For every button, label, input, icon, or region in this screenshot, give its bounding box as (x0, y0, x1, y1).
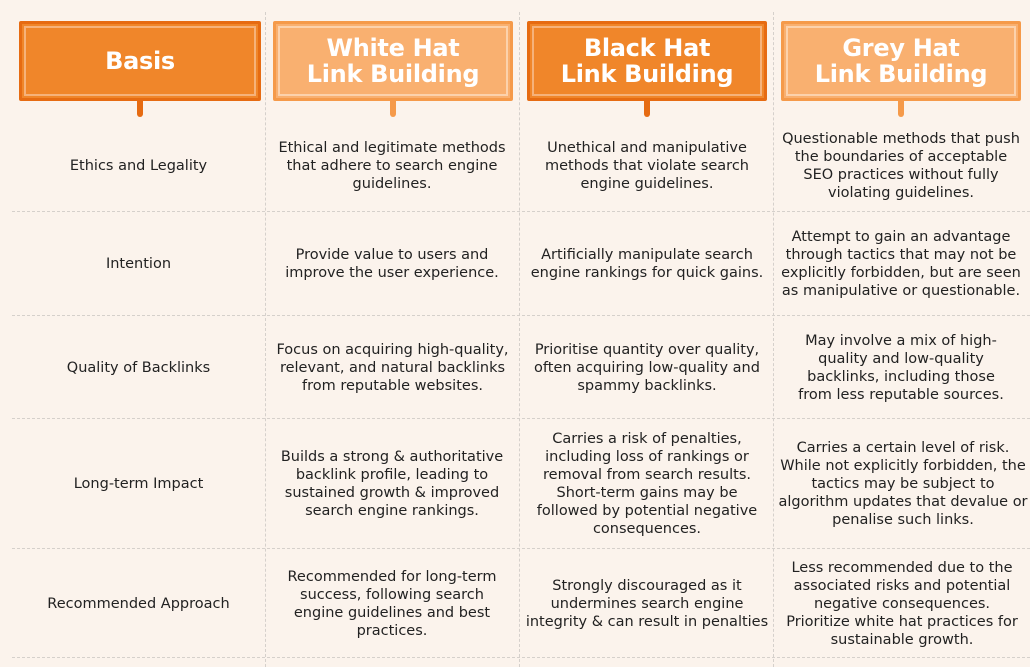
header-grey-hat-title: Grey Hat Link Building (814, 34, 988, 88)
row-divider (12, 657, 1030, 658)
row-longterm-white: Builds a strong & authoritative backlink… (280, 449, 504, 519)
row-intention-basis: Intention (105, 256, 172, 272)
header-stem (137, 100, 143, 117)
row-recommended-black: Strongly discouraged as it undermines se… (525, 577, 769, 630)
header-black-hat: Black Hat Link Building (527, 21, 767, 101)
row-quality-basis: Quality of Backlinks (66, 359, 211, 376)
header-stem (390, 100, 396, 117)
column-divider (773, 12, 774, 667)
row-divider (12, 315, 1030, 316)
header-basis: Basis (19, 21, 261, 101)
row-longterm-black: Carries a risk of penalties, including l… (536, 431, 758, 537)
header-stem (644, 100, 650, 117)
row-ethics-grey: Questionable methods that push the bound… (782, 130, 1020, 201)
header-white-hat-title: White Hat Link Building (306, 34, 480, 88)
row-intention-white: Provide value to users and improve the u… (285, 247, 499, 281)
row-intention-black: Artificially manipulate search engine ra… (530, 247, 764, 281)
row-quality-grey: May involve a mix of high-quality and lo… (798, 332, 1004, 403)
row-ethics-black: Unethical and manipulative methods that … (545, 139, 749, 192)
header-white-hat: White Hat Link Building (273, 21, 513, 101)
row-quality-white: Focus on acquiring high-quality, relevan… (276, 341, 509, 394)
row-longterm-basis: Long-term Impact (73, 476, 204, 492)
row-recommended-white: Recommended for long-term success, follo… (287, 568, 497, 639)
row-quality-black: Prioritise quantity over quality, often … (534, 341, 760, 394)
row-ethics-white: Ethical and legitimate methods that adhe… (278, 139, 506, 192)
header-stem (898, 100, 904, 117)
column-divider (519, 12, 520, 667)
row-divider (12, 418, 1030, 419)
row-longterm-grey: Carries a certain level of risk. While n… (778, 440, 1028, 528)
row-intention-grey: Attempt to gain an advantage through tac… (781, 229, 1021, 299)
row-recommended-basis: Recommended Approach (47, 595, 230, 612)
row-ethics-basis: Ethics and Legality (69, 157, 208, 174)
row-divider (12, 548, 1030, 549)
row-recommended-grey: Less recommended due to the associated r… (786, 559, 1018, 648)
column-divider (265, 12, 266, 667)
header-basis-title: Basis (105, 47, 175, 75)
header-black-hat-title: Black Hat Link Building (560, 34, 734, 88)
header-grey-hat: Grey Hat Link Building (781, 21, 1021, 101)
row-divider (12, 211, 1030, 212)
